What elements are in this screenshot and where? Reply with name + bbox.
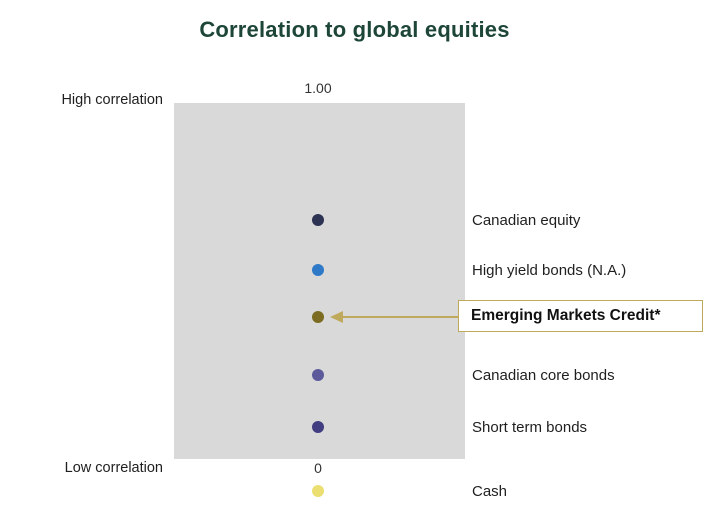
data-point-dot-5 [312, 485, 324, 498]
arrow-left-icon [330, 310, 343, 323]
callout-box: Emerging Markets Credit* [458, 299, 703, 332]
series-label-5: Cash [472, 483, 508, 501]
chart-title: Correlation to global equities [199, 17, 510, 42]
data-point-dot-1 [312, 264, 324, 277]
callout-label: Emerging Markets Credit* [471, 306, 661, 324]
data-point-dot-3 [312, 369, 324, 382]
series-label-1: High yield bonds (N.A.) [472, 262, 627, 280]
axis-tick-bottom: 0 [314, 460, 322, 476]
data-point-dot-2 [312, 310, 324, 323]
axis-tick-top: 1.00 [304, 80, 332, 96]
series-label-0: Canadian equity [472, 212, 581, 230]
axis-label-high-correlation: High correlation [61, 92, 163, 108]
series-label-4: Short term bonds [472, 418, 588, 436]
callout-arrow-line [342, 315, 458, 318]
axis-label-low-correlation: Low correlation [64, 460, 163, 476]
data-point-dot-0 [312, 214, 324, 227]
series-label-3: Canadian core bonds [472, 367, 615, 385]
data-point-dot-4 [312, 420, 324, 433]
plot-area [174, 103, 465, 459]
